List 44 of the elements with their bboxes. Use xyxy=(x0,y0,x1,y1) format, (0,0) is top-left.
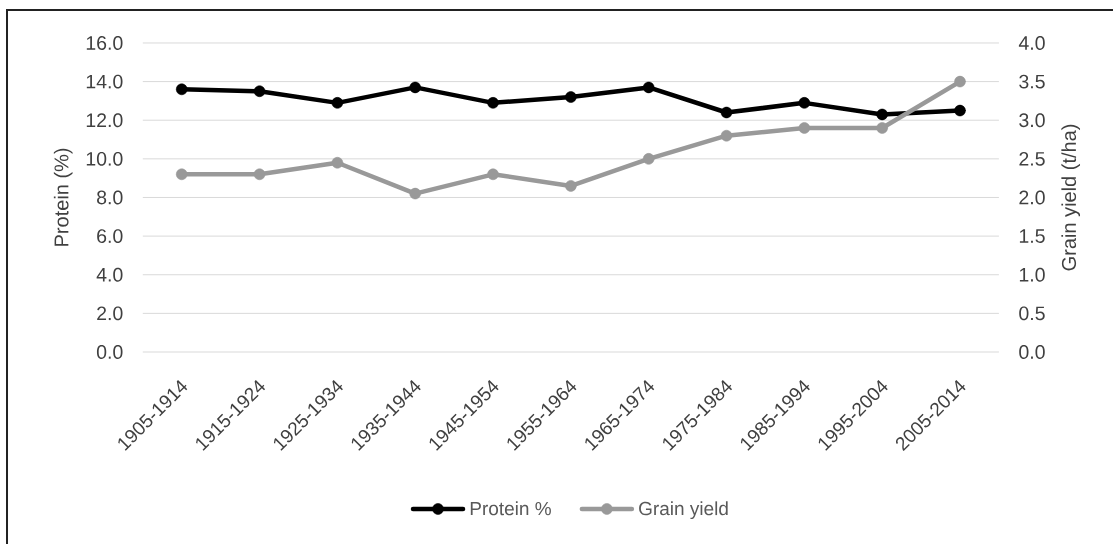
point xyxy=(487,168,499,181)
y-tick-label: 10.0 xyxy=(86,151,123,166)
point xyxy=(487,97,499,109)
point xyxy=(642,81,655,94)
point xyxy=(876,122,888,134)
y-tick-label: 12.0 xyxy=(86,113,123,128)
point xyxy=(409,187,421,200)
y2-tick-label: 1.5 xyxy=(1019,229,1045,243)
y-tick-label: 16.0 xyxy=(86,36,123,50)
point xyxy=(720,106,733,119)
y-tick-label: 2.0 xyxy=(97,306,123,321)
point xyxy=(331,156,344,169)
point xyxy=(253,168,266,181)
point xyxy=(175,83,188,96)
point xyxy=(409,81,421,94)
y-tick-label: 0.0 xyxy=(96,345,123,359)
point xyxy=(954,104,966,117)
point xyxy=(642,153,655,165)
point xyxy=(331,97,344,109)
y-tick-label: 14.0 xyxy=(86,74,123,89)
point xyxy=(798,122,811,134)
y2-tick-label: 4.0 xyxy=(1018,36,1045,50)
y2-tick-label: 1.0 xyxy=(1019,267,1045,282)
point xyxy=(720,129,733,142)
y2-tick-label: 0.0 xyxy=(1019,345,1045,359)
y-tick-label: 6.0 xyxy=(97,229,123,244)
point xyxy=(175,168,188,181)
y2-tick-label: 0.5 xyxy=(1019,306,1045,321)
y-tick-label: 4.0 xyxy=(96,267,123,282)
point xyxy=(565,180,577,192)
y-tick-label: 8.0 xyxy=(97,190,123,205)
point xyxy=(798,97,811,109)
y-axis-title: Protein (%) xyxy=(53,148,73,246)
legend-label: Protein % xyxy=(470,501,551,516)
y2-tick-label: 2.5 xyxy=(1019,151,1045,166)
y2-tick-label: 2.0 xyxy=(1019,190,1045,205)
y2-tick-label: 3.0 xyxy=(1019,113,1045,128)
point xyxy=(253,85,266,98)
point xyxy=(876,108,888,121)
legend-label: Grain yield xyxy=(639,501,728,520)
point xyxy=(565,91,577,103)
y2-tick-label: 3.5 xyxy=(1019,74,1045,89)
point xyxy=(954,75,966,88)
y2-axis-title: Grain yield (t/ha) xyxy=(1061,124,1081,271)
